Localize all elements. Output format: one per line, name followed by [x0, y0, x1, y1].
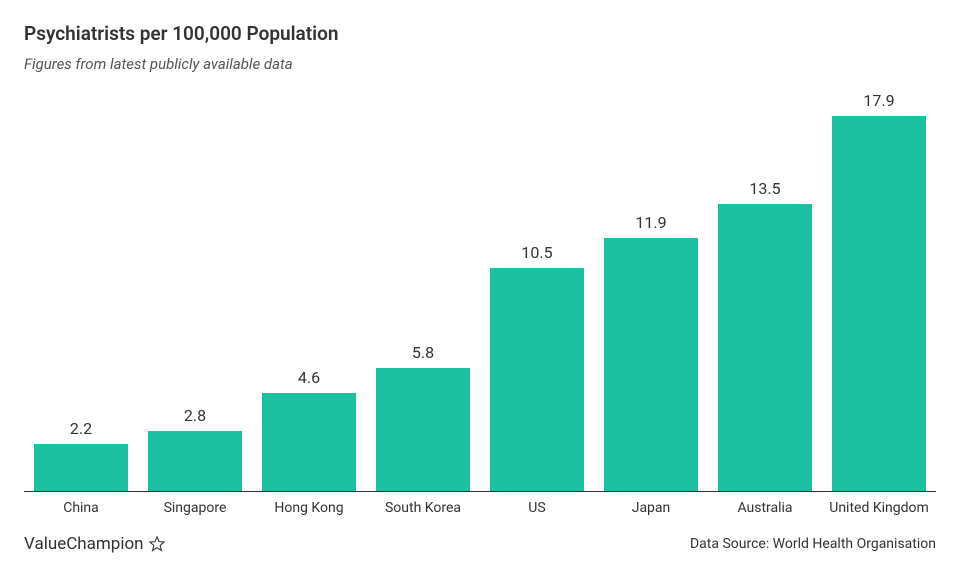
- bar-slot: 17.9: [822, 91, 936, 491]
- bar: [490, 268, 583, 491]
- bar-value-label: 17.9: [863, 91, 894, 110]
- data-source: Data Source: World Health Organisation: [690, 536, 936, 552]
- x-axis-label: Hong Kong: [252, 500, 366, 516]
- chart-title: Psychiatrists per 100,000 Population: [24, 22, 936, 45]
- bar-slot: 13.5: [708, 91, 822, 491]
- bar-value-label: 2.8: [184, 406, 206, 425]
- bar: [34, 444, 127, 491]
- star-icon: [148, 535, 166, 553]
- bar-slot: 10.5: [480, 91, 594, 491]
- x-axis-label: Australia: [708, 500, 822, 516]
- chart-footer: ValueChampion Data Source: World Health …: [24, 534, 936, 554]
- brand-logo: ValueChampion: [24, 534, 166, 554]
- bar-slot: 2.8: [138, 91, 252, 491]
- x-axis-label: United Kingdom: [822, 500, 936, 516]
- x-axis-label: Singapore: [138, 500, 252, 516]
- bar-slot: 4.6: [252, 91, 366, 491]
- x-axis-label: South Korea: [366, 500, 480, 516]
- bar-value-label: 11.9: [635, 213, 666, 232]
- chart-subtitle: Figures from latest publicly available d…: [24, 55, 936, 73]
- bar: [376, 368, 469, 491]
- bar-value-label: 4.6: [298, 368, 320, 387]
- bar: [718, 204, 811, 491]
- bar-value-label: 13.5: [749, 179, 780, 198]
- bar-slot: 2.2: [24, 91, 138, 491]
- chart-container: Psychiatrists per 100,000 Population Fig…: [0, 0, 960, 568]
- bar-value-label: 10.5: [521, 243, 552, 262]
- bar-group: 2.2 2.8 4.6 5.8 10.5 11.9 13.5 17.9: [24, 91, 936, 491]
- bar-value-label: 5.8: [412, 343, 434, 362]
- x-axis-labels: ChinaSingaporeHong KongSouth KoreaUSJapa…: [24, 500, 936, 516]
- bar: [832, 116, 925, 491]
- bar-value-label: 2.2: [70, 419, 92, 438]
- bar: [262, 393, 355, 491]
- bar-slot: 11.9: [594, 91, 708, 491]
- brand-text: ValueChampion: [24, 534, 144, 554]
- bar: [148, 431, 241, 491]
- x-axis-label: Japan: [594, 500, 708, 516]
- bar: [604, 238, 697, 491]
- x-axis-label: US: [480, 500, 594, 516]
- bar-slot: 5.8: [366, 91, 480, 491]
- x-axis-label: China: [24, 500, 138, 516]
- chart-plot-area: 2.2 2.8 4.6 5.8 10.5 11.9 13.5 17.9: [24, 91, 936, 492]
